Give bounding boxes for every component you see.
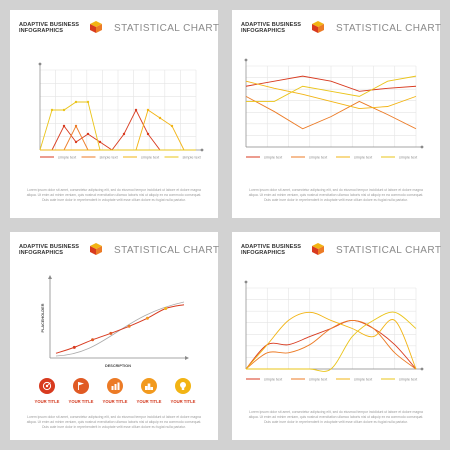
data-point <box>74 100 78 104</box>
body-text: Lorem ipsum dolor sit amet, consectetur … <box>248 188 424 202</box>
y-axis-label: PLACEHOLDER <box>41 303 45 332</box>
podium-icon <box>141 378 157 394</box>
icon-title-label: YOUR TITLE <box>170 399 196 404</box>
series-line <box>245 311 417 372</box>
body-text: Lorem ipsum dolor sit amet, consectetur … <box>26 415 202 429</box>
panel-s-curve-chart: ADAPTIVE BUSINESS INFOGRAPHICS STATISTIC… <box>10 232 220 440</box>
legend-label: simple text <box>141 155 160 159</box>
data-point <box>122 132 126 136</box>
x-axis-cap <box>200 148 204 152</box>
series-line <box>245 319 417 370</box>
data-point <box>146 108 150 112</box>
series-line <box>245 311 417 370</box>
chart-4-svg: simple text simple text simple text simple … <box>244 280 424 381</box>
cube-logo-icon <box>90 243 102 255</box>
data-point <box>98 140 102 144</box>
series-line <box>39 101 196 151</box>
chart-1-svg: simple text simple text simple text simple … <box>38 62 204 159</box>
cube-logo-icon <box>312 21 324 33</box>
legend-label: simple text <box>58 155 77 159</box>
data-point <box>86 132 90 136</box>
data-point <box>134 108 138 112</box>
y-axis-cap <box>38 62 42 66</box>
data-point <box>74 140 78 144</box>
body-text: Lorem ipsum dolor sit amet, consectetur … <box>26 188 202 202</box>
data-point <box>146 132 150 136</box>
cube-logo-icon <box>90 21 102 33</box>
x-axis-label: DESCRIPTION <box>105 364 131 368</box>
icon-title-item: YOUR TITLE <box>100 378 130 404</box>
legend-label: simple text <box>309 155 328 159</box>
legend-label: simple text <box>399 155 418 159</box>
data-point <box>74 124 78 128</box>
data-point <box>127 324 131 328</box>
data-point <box>91 338 95 342</box>
data-point <box>62 108 66 112</box>
x-axis-arrow <box>185 356 189 360</box>
icon-title-row: YOUR TITLE YOUR TITLE YOUR TITLE YOUR TITLE… <box>10 378 218 408</box>
icon-title-item: YOUR TITLE <box>168 378 198 404</box>
chart-title: STATISTICAL CHART <box>114 245 220 256</box>
data-point <box>62 124 66 128</box>
legend-label: simple text <box>354 377 373 381</box>
chart-3-svg: PLACEHOLDER DESCRIPTION <box>41 275 189 368</box>
target-icon <box>39 378 55 394</box>
series-line <box>245 80 417 109</box>
chart-title: STATISTICAL CHART <box>336 245 442 256</box>
series-line <box>246 75 417 102</box>
legend-label: simple text <box>183 155 202 159</box>
icon-title-label: YOUR TITLE <box>136 399 162 404</box>
icon-title-label: YOUR TITLE <box>34 399 60 404</box>
legend-label: simple text <box>354 155 373 159</box>
legend-label: simple text <box>100 155 119 159</box>
cube-logo-icon <box>312 243 324 255</box>
brand-text: ADAPTIVE BUSINESS INFOGRAPHICS <box>241 244 302 257</box>
data-point <box>109 331 113 335</box>
brand-text: ADAPTIVE BUSINESS INFOGRAPHICS <box>19 244 80 257</box>
series-line <box>245 75 417 92</box>
legend-label: simple text <box>309 377 328 381</box>
x-axis-cap <box>420 367 424 371</box>
data-point <box>164 306 168 310</box>
series-line <box>245 95 417 130</box>
chart-icon <box>107 378 123 394</box>
data-point <box>158 116 162 120</box>
y-axis-arrow <box>48 275 52 279</box>
reference-curve <box>55 301 185 357</box>
data-point <box>50 108 54 112</box>
chart-title: STATISTICAL CHART <box>336 23 442 34</box>
y-axis-cap <box>244 58 248 62</box>
s-curve-line <box>55 304 185 354</box>
chart-title: STATISTICAL CHART <box>114 23 220 34</box>
icon-title-label: YOUR TITLE <box>68 399 94 404</box>
icon-title-label: YOUR TITLE <box>102 399 128 404</box>
panel-line-chart-4: ADAPTIVE BUSINESS INFOGRAPHICS STATISTIC… <box>232 232 442 440</box>
data-point <box>145 316 149 320</box>
panel-line-chart-2: ADAPTIVE BUSINESS INFOGRAPHICS STATISTIC… <box>232 10 442 218</box>
flag-icon <box>73 378 89 394</box>
brand-text: ADAPTIVE BUSINESS INFOGRAPHICS <box>19 22 80 35</box>
legend-label: simple text <box>264 377 283 381</box>
y-axis-cap <box>244 280 248 284</box>
data-point <box>72 345 76 349</box>
data-point <box>86 100 90 104</box>
legend-label: simple text <box>264 155 283 159</box>
icon-title-item: YOUR TITLE <box>66 378 96 404</box>
x-axis-cap <box>420 145 424 149</box>
panel-line-chart-1: ADAPTIVE BUSINESS INFOGRAPHICS STATISTIC… <box>10 10 220 218</box>
bulb-icon <box>175 378 191 394</box>
body-text: Lorem ipsum dolor sit amet, consectetur … <box>248 410 424 424</box>
legend-label: simple text <box>399 377 418 381</box>
icon-title-item: YOUR TITLE <box>32 378 62 404</box>
data-point <box>170 124 174 128</box>
chart-2-svg: simple text simple text simple text simple … <box>244 58 424 159</box>
icon-title-item: YOUR TITLE <box>134 378 164 404</box>
brand-text: ADAPTIVE BUSINESS INFOGRAPHICS <box>241 22 302 35</box>
